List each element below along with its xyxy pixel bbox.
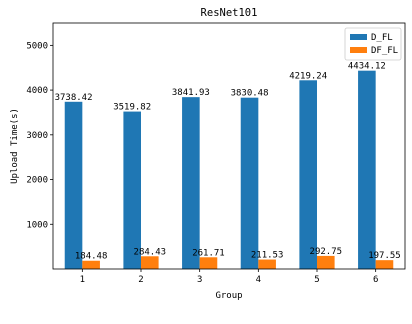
legend-swatch-d-fl — [350, 34, 367, 40]
bar-df-fl — [82, 260, 100, 269]
bar-df-fl — [199, 257, 218, 269]
data-label-df-fl: 197.55 — [368, 251, 401, 261]
x-tick-label: 1 — [80, 275, 85, 285]
bar-d-fl — [299, 80, 317, 269]
data-label-df-fl: 284.43 — [134, 247, 167, 257]
y-axis-title: Upload Time(s) — [10, 108, 20, 184]
bar-d-fl — [182, 97, 200, 269]
bar-d-fl — [358, 70, 376, 269]
legend-swatch-df-fl — [350, 47, 367, 53]
y-tick-label: 5000 — [26, 41, 48, 51]
data-label-d-fl: 3841.93 — [172, 88, 210, 98]
data-label-df-fl: 184.48 — [75, 252, 108, 262]
legend: D_FL DF_FL — [344, 27, 402, 61]
bar-d-fl — [240, 97, 259, 270]
data-label-df-fl: 211.53 — [251, 251, 284, 261]
x-tick-label: 5 — [314, 275, 319, 285]
bar-df-fl — [141, 256, 159, 269]
y-tick-label: 3000 — [26, 131, 48, 141]
data-label-df-fl: 261.71 — [192, 248, 225, 258]
legend-label-d-fl: D_FL — [371, 33, 393, 43]
data-label-df-fl: 292.75 — [310, 247, 343, 257]
x-tick-label: 6 — [373, 275, 378, 285]
bar-d-fl — [64, 101, 83, 269]
chart-title: ResNet101 — [201, 7, 258, 19]
data-label-d-fl: 4434.12 — [348, 62, 386, 72]
plot-frame — [52, 22, 406, 270]
data-label-d-fl: 3519.82 — [113, 103, 151, 113]
data-label-d-fl: 3738.42 — [55, 93, 93, 103]
y-tick-label: 1000 — [26, 220, 48, 230]
data-label-d-fl: 3830.48 — [231, 89, 269, 99]
legend-label-df-fl: DF_FL — [371, 46, 398, 56]
x-tick-label: 4 — [256, 275, 261, 285]
y-tick-label: 2000 — [26, 176, 48, 186]
data-label-d-fl: 4219.24 — [289, 71, 327, 81]
x-axis-title: Group — [215, 291, 242, 301]
bar-df-fl — [258, 259, 276, 269]
bar-df-fl — [375, 260, 394, 269]
x-tick-label: 3 — [197, 275, 202, 285]
bar-df-fl — [317, 255, 335, 269]
x-tick-label: 2 — [138, 275, 143, 285]
y-tick-label: 4000 — [26, 86, 48, 96]
bar-d-fl — [123, 111, 141, 269]
